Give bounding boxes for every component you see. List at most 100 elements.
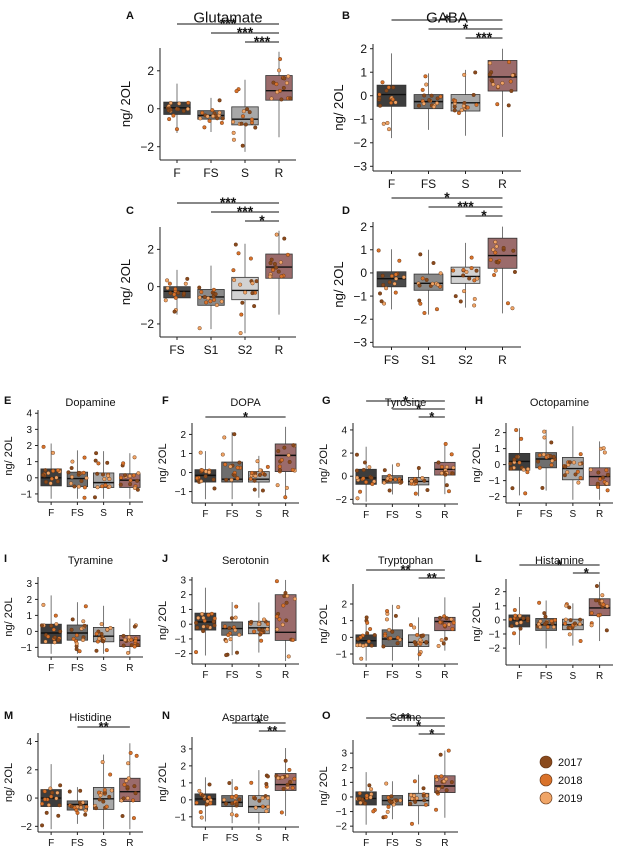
data-point xyxy=(274,82,279,87)
x-tick-label: S1 xyxy=(204,343,219,357)
data-point xyxy=(537,600,542,605)
x-tick-label: FS xyxy=(71,663,84,674)
data-point xyxy=(604,481,609,486)
data-point xyxy=(120,813,125,818)
data-point xyxy=(409,821,414,826)
data-point xyxy=(197,788,202,793)
y-tick-label: 2 xyxy=(26,441,32,452)
data-point xyxy=(260,804,265,809)
data-point xyxy=(197,285,202,290)
data-point xyxy=(562,473,567,478)
data-point xyxy=(443,472,448,477)
data-point xyxy=(127,474,132,479)
data-point xyxy=(450,471,455,476)
y-axis-title: ng/ 2OL xyxy=(331,261,346,307)
data-point xyxy=(444,465,449,470)
x-tick-label: S xyxy=(100,838,107,849)
data-point xyxy=(286,654,291,659)
significance-label: * xyxy=(416,718,422,733)
data-point xyxy=(357,796,362,801)
panel-letter: O xyxy=(322,710,331,722)
y-tick-label: 0 xyxy=(26,794,32,805)
panel-g: G Tyrosine −2 0 2 4 ng/ 2OL F FS S R * * * xyxy=(318,393,458,521)
significance-label: *** xyxy=(254,33,271,49)
y-tick-label: −1 xyxy=(21,489,33,500)
x-tick-label: R xyxy=(126,663,133,674)
data-point xyxy=(125,785,130,790)
data-point xyxy=(132,644,137,649)
data-point xyxy=(252,487,257,492)
data-point xyxy=(253,474,258,479)
y-tick-label: 1 xyxy=(494,601,500,612)
y-tick-label: 0 xyxy=(360,89,367,103)
data-point xyxy=(121,796,126,801)
x-tick-label: S xyxy=(461,177,469,191)
x-tick-label: FS xyxy=(540,509,553,520)
x-tick-label: S2 xyxy=(458,353,473,367)
data-point xyxy=(371,809,376,814)
data-point xyxy=(239,121,244,126)
data-point xyxy=(444,616,449,621)
data-point xyxy=(259,638,264,643)
data-point xyxy=(79,478,84,483)
data-point xyxy=(427,98,432,103)
data-point xyxy=(280,622,285,627)
data-point xyxy=(133,639,138,644)
y-axis-title: ng/ 2OL xyxy=(157,443,169,482)
y-tick-label: 2 xyxy=(360,220,367,234)
legend-marker xyxy=(539,773,553,787)
significance-label: * xyxy=(259,212,265,228)
data-point xyxy=(68,481,73,486)
data-point xyxy=(514,454,519,459)
chart-title: Aspartate xyxy=(222,712,269,724)
data-point xyxy=(168,107,173,112)
data-point xyxy=(281,603,286,608)
data-point xyxy=(512,608,517,613)
data-point xyxy=(46,803,51,808)
x-tick-label: R xyxy=(275,166,284,180)
data-point xyxy=(265,464,270,469)
data-point xyxy=(207,782,212,787)
y-tick-label: −1 xyxy=(175,812,187,823)
data-point xyxy=(223,462,228,467)
data-point xyxy=(56,813,61,818)
data-point xyxy=(275,483,280,488)
data-point xyxy=(369,787,374,792)
data-point xyxy=(258,468,263,473)
data-point xyxy=(275,614,280,619)
data-point xyxy=(70,617,75,622)
data-point xyxy=(387,127,392,132)
data-point xyxy=(548,454,553,459)
data-point xyxy=(265,627,270,632)
data-point xyxy=(194,620,199,625)
data-point xyxy=(397,258,402,263)
data-point xyxy=(42,797,47,802)
y-tick-label: 2 xyxy=(147,243,154,257)
panel-letter: K xyxy=(322,553,330,565)
data-point xyxy=(599,599,604,604)
y-axis-title: ng/ 2OL xyxy=(157,762,169,801)
data-point xyxy=(231,268,236,273)
data-point xyxy=(253,125,258,130)
data-point xyxy=(461,104,466,109)
panel-letter: J xyxy=(162,553,168,565)
data-point xyxy=(237,632,242,637)
data-point xyxy=(252,304,257,309)
data-point xyxy=(123,473,128,478)
data-point xyxy=(578,452,583,457)
data-point xyxy=(284,485,289,490)
panel-l: L Histamine −2 −1 0 1 2 ng/ 2OL F FS S R * * xyxy=(471,553,613,682)
y-tick-label: 1 xyxy=(180,605,186,616)
y-tick-label: 2 xyxy=(494,587,500,598)
data-point xyxy=(201,629,206,634)
x-tick-label: F xyxy=(363,510,369,521)
data-point xyxy=(249,117,254,122)
y-tick-label: 3 xyxy=(26,579,32,590)
y-tick-label: 4 xyxy=(341,425,347,436)
y-tick-label: 2 xyxy=(180,430,186,441)
data-point xyxy=(264,781,269,786)
y-axis-title: ng/ 2OL xyxy=(3,763,15,802)
data-point xyxy=(94,806,99,811)
data-point xyxy=(283,758,288,763)
data-point xyxy=(249,619,254,624)
